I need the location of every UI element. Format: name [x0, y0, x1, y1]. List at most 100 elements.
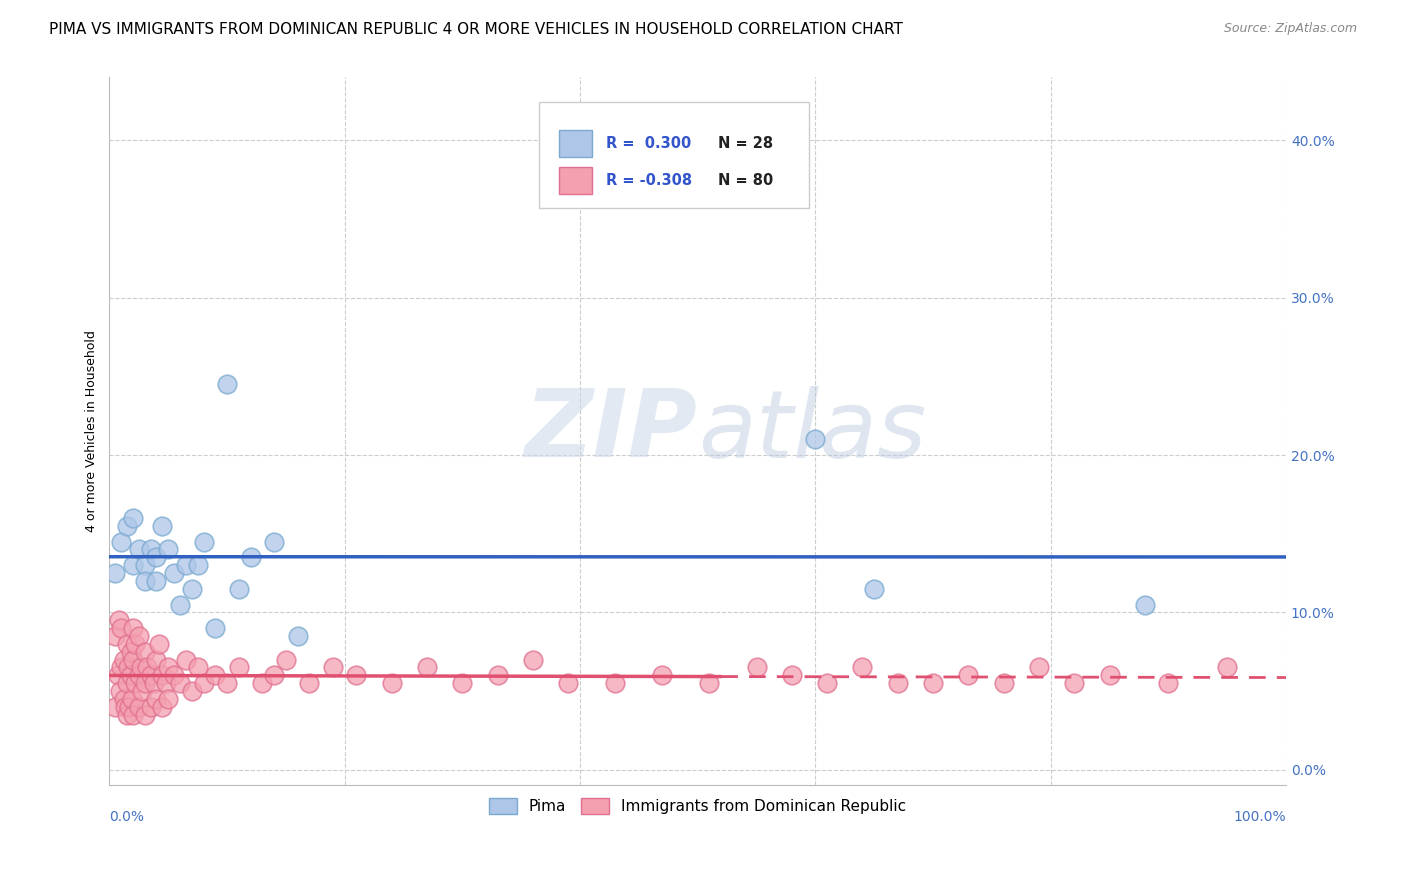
Point [124, 676, 146, 690]
Point [1157, 676, 1180, 690]
Text: N = 28: N = 28 [717, 136, 773, 151]
Point [134, 645, 156, 659]
Point [699, 676, 721, 690]
Point [120, 645, 142, 659]
Point [108, 684, 131, 698]
Point [134, 558, 156, 573]
Point [451, 676, 474, 690]
Point [122, 707, 145, 722]
Point [815, 676, 838, 690]
Point [120, 668, 142, 682]
Point [780, 668, 803, 682]
Point [993, 676, 1015, 690]
Point [118, 699, 141, 714]
Point [180, 582, 202, 596]
Point [145, 574, 167, 588]
Point [163, 668, 186, 682]
Point [128, 699, 150, 714]
Point [124, 637, 146, 651]
Point [107, 668, 129, 682]
Point [174, 558, 197, 573]
Point [193, 676, 215, 690]
Point [1063, 676, 1085, 690]
Text: atlas: atlas [697, 386, 927, 477]
Point [145, 652, 167, 666]
Point [263, 534, 285, 549]
Point [104, 699, 127, 714]
Point [104, 629, 127, 643]
Point [1133, 598, 1156, 612]
Point [322, 660, 344, 674]
Point [651, 668, 673, 682]
Point [1028, 660, 1050, 674]
Point [139, 699, 162, 714]
Point [128, 668, 150, 682]
Point [143, 676, 166, 690]
Point [108, 613, 131, 627]
Point [112, 652, 135, 666]
Point [605, 676, 627, 690]
Point [110, 660, 132, 674]
Point [114, 699, 136, 714]
Point [217, 377, 239, 392]
Point [155, 676, 177, 690]
Point [745, 660, 768, 674]
Point [486, 668, 509, 682]
Point [157, 542, 180, 557]
Point [263, 668, 285, 682]
Bar [558, 130, 592, 157]
Text: ZIP: ZIP [524, 385, 697, 477]
Legend: Pima, Immigrants from Dominican Republic: Pima, Immigrants from Dominican Republic [484, 792, 912, 821]
Point [150, 699, 173, 714]
Point [115, 676, 138, 690]
Text: PIMA VS IMMIGRANTS FROM DOMINICAN REPUBLIC 4 OR MORE VEHICLES IN HOUSEHOLD CORRE: PIMA VS IMMIGRANTS FROM DOMINICAN REPUBL… [49, 22, 903, 37]
Point [228, 582, 250, 596]
Point [239, 550, 262, 565]
Point [134, 676, 156, 690]
Point [122, 621, 145, 635]
Text: R =  0.300: R = 0.300 [606, 136, 692, 151]
Point [180, 684, 202, 698]
Point [252, 676, 274, 690]
Point [134, 574, 156, 588]
Point [122, 511, 145, 525]
Point [187, 660, 209, 674]
Point [381, 676, 404, 690]
Point [128, 542, 150, 557]
Point [157, 660, 180, 674]
Y-axis label: 4 or more Vehicles in Household: 4 or more Vehicles in Household [86, 331, 98, 533]
Bar [558, 167, 592, 194]
Point [139, 668, 162, 682]
Point [136, 660, 159, 674]
Point [416, 660, 439, 674]
Point [922, 676, 945, 690]
Point [150, 668, 173, 682]
Point [174, 652, 197, 666]
Text: R = -0.308: R = -0.308 [606, 172, 692, 187]
Point [287, 629, 309, 643]
Point [957, 668, 980, 682]
Text: Source: ZipAtlas.com: Source: ZipAtlas.com [1223, 22, 1357, 36]
Point [346, 668, 368, 682]
Point [150, 519, 173, 533]
Point [145, 550, 167, 565]
Point [115, 637, 138, 651]
Point [122, 652, 145, 666]
Point [1098, 668, 1121, 682]
Text: N = 80: N = 80 [717, 172, 773, 187]
Point [557, 676, 579, 690]
Point [298, 676, 321, 690]
Point [193, 534, 215, 549]
Point [187, 558, 209, 573]
Point [169, 676, 191, 690]
Point [131, 684, 153, 698]
Point [863, 582, 886, 596]
Point [228, 660, 250, 674]
FancyBboxPatch shape [538, 103, 810, 209]
Point [169, 598, 191, 612]
Point [128, 629, 150, 643]
Point [217, 676, 239, 690]
Point [204, 668, 226, 682]
Point [163, 566, 186, 580]
Point [110, 621, 132, 635]
